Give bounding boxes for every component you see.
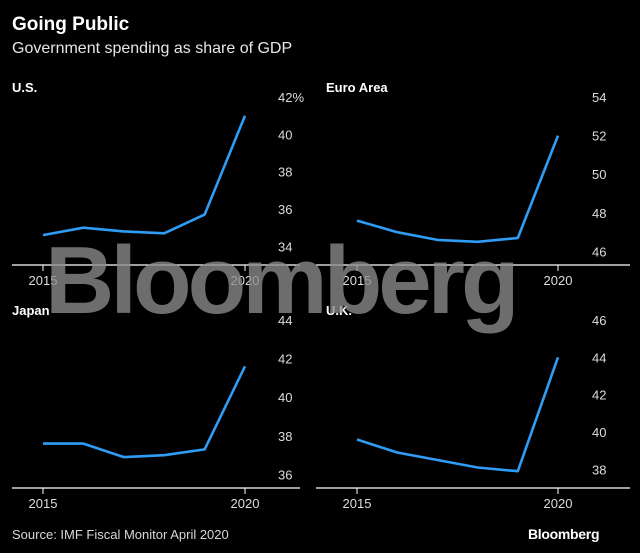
y-tick-label-u-s: 40 <box>278 127 292 142</box>
series-line-euro-area <box>356 135 560 244</box>
y-tick-label-u-k: 46 <box>592 313 606 328</box>
page-subtitle: Government spending as share of GDP <box>12 40 293 57</box>
y-tick-label-japan: 36 <box>278 467 292 482</box>
panel-title-u-k: U.K. <box>326 303 352 318</box>
bloomberg-logo: Bloomberg <box>528 526 600 542</box>
y-tick-label-u-k: 40 <box>592 425 606 440</box>
series-line-japan <box>43 365 247 459</box>
x-tick-label-u-k: 2020 <box>544 496 573 511</box>
y-tick-label-u-s: 34 <box>278 239 292 254</box>
x-tick-label-u-k: 2015 <box>343 496 372 511</box>
y-tick-label-u-s: 36 <box>278 202 292 217</box>
panel-title-u-s: U.S. <box>12 80 37 95</box>
y-tick-label-japan: 40 <box>278 390 292 405</box>
source-note: Source: IMF Fiscal Monitor April 2020 <box>12 527 229 542</box>
y-tick-label-u-k: 38 <box>592 462 606 477</box>
x-tick-label-u-s: 2015 <box>29 273 58 288</box>
x-tick-label-japan: 2020 <box>231 496 260 511</box>
series-line-u-k <box>356 356 560 473</box>
x-tick-label-japan: 2015 <box>29 496 58 511</box>
y-tick-label-u-k: 44 <box>592 350 606 365</box>
y-tick-label-euro-area: 48 <box>592 206 606 221</box>
y-tick-label-japan: 38 <box>278 429 292 444</box>
y-tick-label-euro-area: 52 <box>592 129 606 144</box>
panel-title-euro-area: Euro Area <box>326 80 388 95</box>
y-tick-label-japan: 42 <box>278 352 292 367</box>
x-tick-label-u-s: 2020 <box>231 273 260 288</box>
y-tick-label-euro-area: 46 <box>592 244 606 259</box>
series-line-u-s <box>42 115 247 237</box>
y-tick-label-japan: 44 <box>278 313 292 328</box>
y-tick-label-u-s: 42% <box>278 90 304 105</box>
y-tick-label-euro-area: 54 <box>592 90 606 105</box>
x-tick-label-euro-area: 2015 <box>343 273 372 288</box>
panel-title-japan: Japan <box>12 303 50 318</box>
x-tick-label-euro-area: 2020 <box>544 273 573 288</box>
y-tick-label-u-k: 42 <box>592 388 606 403</box>
y-tick-label-u-s: 38 <box>278 165 292 180</box>
page-title: Going Public <box>12 14 130 35</box>
y-tick-label-euro-area: 50 <box>592 167 606 182</box>
